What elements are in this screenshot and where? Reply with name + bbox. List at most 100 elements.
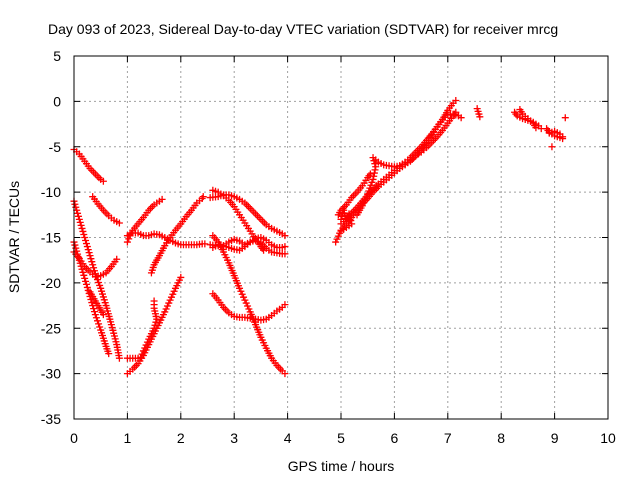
data-point-marker (85, 249, 93, 257)
data-series (545, 127, 567, 141)
data-point-marker (92, 314, 100, 322)
data-point-marker (138, 350, 146, 358)
data-point-marker (372, 163, 380, 171)
data-point-marker (115, 219, 123, 227)
data-point-marker (81, 274, 89, 282)
data-point-marker (371, 160, 379, 168)
data-point-marker (532, 124, 540, 132)
y-tick-label: 0 (53, 93, 61, 109)
data-point-marker (74, 212, 82, 220)
y-tick-label: -5 (49, 139, 62, 155)
grid-lines (74, 56, 608, 419)
chart-title: Day 093 of 2023, Sidereal Day-to-day VTE… (48, 21, 558, 37)
data-point-marker (346, 213, 354, 221)
y-tick-label: 5 (53, 48, 61, 64)
data-point-marker (72, 244, 80, 252)
y-tick-label: -10 (41, 184, 61, 200)
x-tick-label: 6 (391, 430, 399, 446)
data-point-marker (337, 227, 345, 235)
data-series (473, 105, 484, 121)
data-point-marker (105, 350, 113, 358)
data-point-marker (151, 321, 159, 329)
data-series (209, 232, 289, 378)
data-series (123, 297, 161, 362)
data-point-marker (150, 297, 158, 305)
data-point-marker (86, 252, 94, 260)
data-point-marker (457, 114, 465, 122)
data-point-marker (260, 246, 268, 254)
data-point-marker (80, 271, 88, 279)
data-point-marker (75, 215, 83, 223)
data-point-marker (281, 243, 289, 251)
data-point-marker (281, 370, 289, 378)
data-point-marker (82, 240, 90, 248)
data-point-marker (72, 203, 80, 211)
data-series (337, 206, 356, 235)
data-point-marker (123, 238, 131, 246)
data-point-marker (90, 305, 98, 313)
data-series (353, 110, 465, 219)
data-point-marker (369, 175, 377, 183)
data-point-marker (82, 237, 90, 245)
data-point-marker (561, 114, 569, 122)
data-point-marker (93, 317, 101, 325)
data-point-marker (345, 210, 353, 218)
x-tick-label: 10 (600, 430, 616, 446)
data-point-marker (79, 268, 87, 276)
y-tick-label: -25 (41, 320, 61, 336)
data-point-marker (74, 209, 82, 217)
axis-ticks: 0 1 2 3 4 5 6 7 8 9 10 5 0 -5 -10 -15 -20 -25 -30 -35 (41, 48, 616, 446)
data-point-marker (347, 217, 355, 225)
data-point-marker (76, 218, 84, 226)
x-tick-label: 9 (551, 430, 559, 446)
data-point-marker (71, 200, 79, 208)
data-point-marker (370, 172, 378, 180)
data-point-marker (281, 232, 289, 240)
data-series (561, 114, 569, 122)
data-point-marker (99, 177, 107, 185)
x-tick-label: 7 (444, 430, 452, 446)
x-axis-label: GPS time / hours (288, 458, 395, 474)
data-point-marker (371, 166, 379, 174)
x-tick-label: 8 (497, 430, 505, 446)
data-point-marker (78, 224, 86, 232)
y-tick-label: -35 (41, 411, 61, 427)
data-series (209, 290, 289, 324)
data-point-marker (559, 133, 567, 141)
x-tick-label: 1 (124, 430, 132, 446)
x-tick-label: 3 (230, 430, 238, 446)
data-series (86, 288, 107, 319)
data-series (548, 143, 556, 151)
y-tick-label: -15 (41, 230, 61, 246)
data-point-marker (137, 353, 145, 361)
data-point-marker (113, 255, 121, 263)
data-point-marker (88, 258, 96, 266)
data-point-marker (150, 324, 158, 332)
data-point-marker (80, 230, 88, 238)
data-point-marker (89, 261, 97, 269)
data-series (334, 170, 374, 219)
data-point-marker (83, 243, 91, 251)
data-point-marker (177, 273, 185, 281)
data-series (89, 193, 123, 227)
data-point-marker (125, 235, 133, 243)
data-point-marker (199, 193, 207, 201)
y-tick-label: -30 (41, 366, 61, 382)
data-point-marker (81, 234, 89, 241)
data-point-marker (87, 255, 95, 263)
data-point-marker (79, 227, 87, 235)
data-point-marker (337, 215, 345, 223)
data-point-marker (201, 240, 209, 248)
data-point-marker (95, 320, 103, 328)
data-point-marker (91, 311, 99, 319)
data-series (123, 195, 166, 246)
data-point-marker (77, 221, 85, 229)
x-tick-label: 2 (177, 430, 185, 446)
data-point-marker (90, 308, 98, 316)
y-axis-label: SDTVAR / TECUs (6, 181, 22, 293)
data-point-marker (370, 169, 378, 177)
data-series (147, 193, 207, 277)
data-points (70, 96, 569, 378)
